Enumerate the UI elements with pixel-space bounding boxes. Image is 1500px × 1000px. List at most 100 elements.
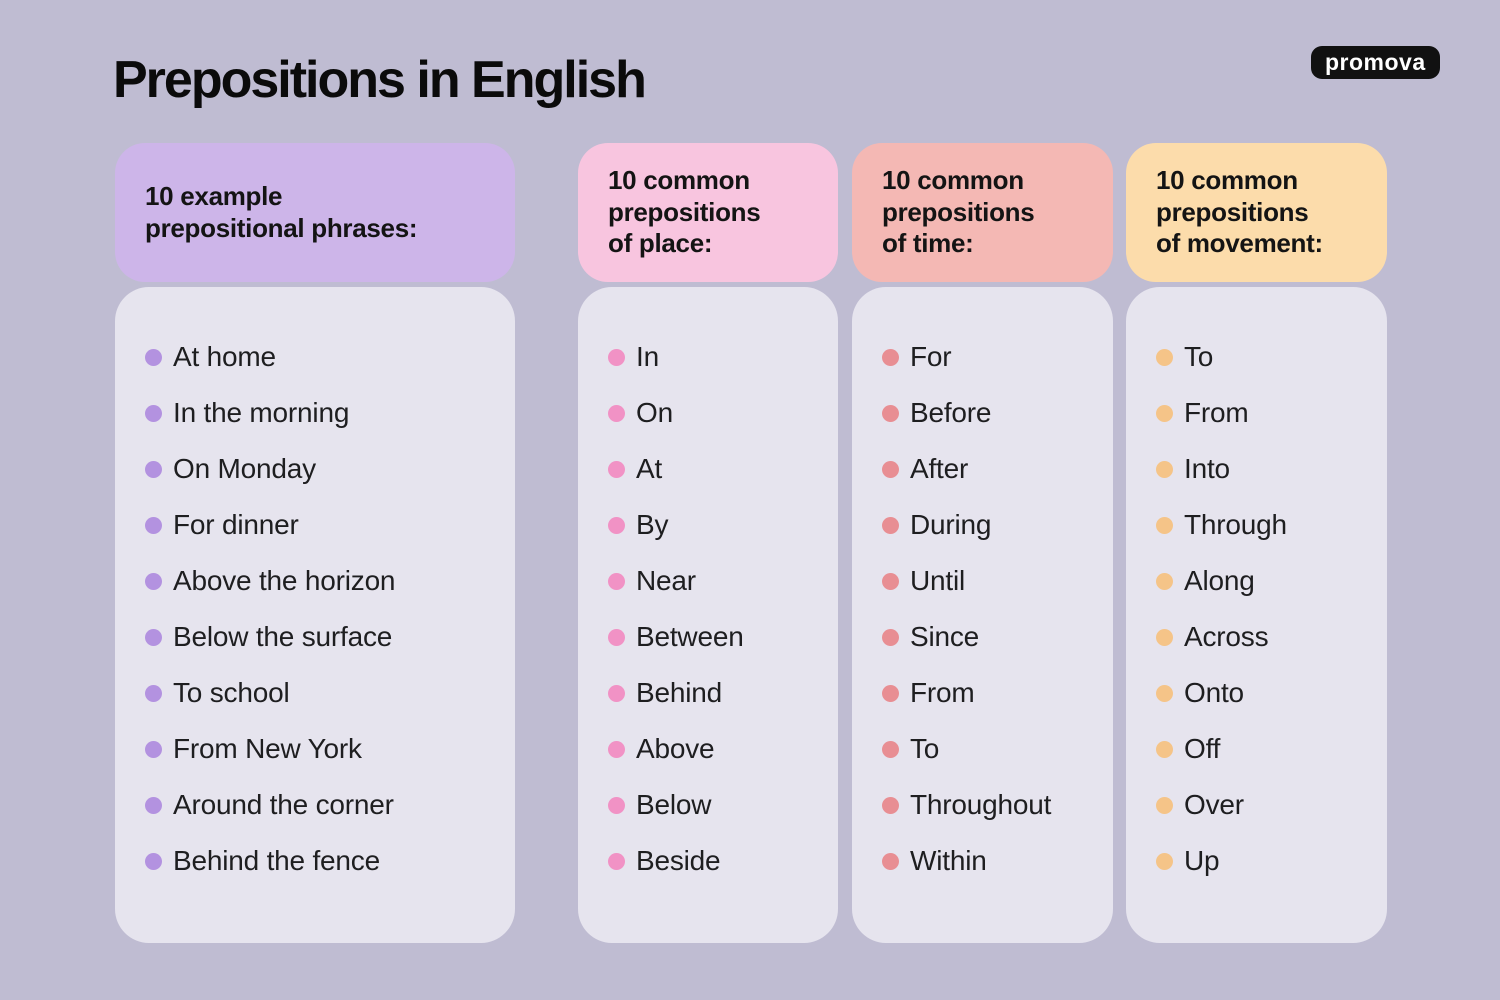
bullet-icon [1156, 572, 1173, 590]
preposition-list: In On At By Near Between Behind Above Below Besid… [608, 329, 828, 889]
column-list-movement: To From Into Through Along Across Onto Off Over U… [1126, 287, 1387, 943]
list-item: From [882, 665, 1103, 721]
list-item: Around the corner [145, 777, 505, 833]
list-item-label: Within [910, 845, 987, 876]
list-item-label: Into [1184, 453, 1230, 484]
list-item-label: At home [173, 341, 276, 372]
list-item-label: Since [910, 621, 980, 652]
column-place: 10 common prepositions of place: In On At By… [578, 143, 838, 943]
bullet-icon [608, 348, 625, 366]
list-item-label: Across [1184, 621, 1269, 652]
list-item-label: During [910, 509, 992, 540]
page-title: Prepositions in English [113, 51, 647, 109]
list-item: Until [882, 553, 1103, 609]
list-item: Throughout [882, 777, 1103, 833]
list-item: To [1156, 329, 1377, 385]
list-item: Behind the fence [145, 833, 505, 889]
list-item: After [882, 441, 1103, 497]
list-item: Along [1156, 553, 1377, 609]
bullet-icon [145, 684, 162, 702]
bullet-icon [882, 740, 899, 758]
list-item: At [608, 441, 828, 497]
list-item-label: Above [636, 733, 715, 764]
list-item: Above the horizon [145, 553, 505, 609]
list-item: Into [1156, 441, 1377, 497]
list-item-label: Around the corner [173, 789, 394, 820]
bullet-icon [1156, 852, 1173, 870]
list-item: By [608, 497, 828, 553]
list-item: In [608, 329, 828, 385]
bullet-icon [608, 460, 625, 478]
list-item: To school [145, 665, 505, 721]
list-item-label: In [636, 341, 659, 372]
bullet-icon [608, 404, 625, 422]
list-item: For dinner [145, 497, 505, 553]
list-item-label: Up [1184, 845, 1220, 876]
list-item-label: Above the horizon [173, 565, 396, 596]
list-item: Near [608, 553, 828, 609]
list-item-label: In the morning [173, 397, 350, 428]
bullet-icon [1156, 740, 1173, 758]
preposition-list: To From Into Through Along Across Onto Off Over U… [1156, 329, 1377, 889]
bullet-icon [882, 684, 899, 702]
bullet-icon [1156, 684, 1173, 702]
bullet-icon [145, 572, 162, 590]
list-item-label: Below the surface [173, 621, 393, 652]
list-item: Below the surface [145, 609, 505, 665]
column-header-movement: 10 common prepositions of movement: [1126, 143, 1387, 282]
column-list-place: In On At By Near Between Behind Above Below Besid… [578, 287, 838, 943]
bullet-icon [882, 572, 899, 590]
list-item-label: Near [636, 565, 696, 596]
column-movement: 10 common prepositions of movement: To Fro… [1126, 143, 1387, 943]
column-header-label: 10 common prepositions of place: [608, 164, 761, 259]
bullet-icon [882, 404, 899, 422]
column-header-place: 10 common prepositions of place: [578, 143, 838, 282]
column-header-time: 10 common prepositions of time: [852, 143, 1113, 282]
list-item-label: From [910, 677, 975, 708]
bullet-icon [1156, 628, 1173, 646]
column-header-label: 10 common prepositions of movement: [1156, 164, 1323, 259]
list-item-label: By [636, 509, 669, 540]
bullet-icon [145, 348, 162, 366]
bullet-icon [882, 796, 899, 814]
bullet-icon [1156, 516, 1173, 534]
list-item-label: To [910, 733, 940, 764]
bullet-icon [608, 516, 625, 534]
list-item-label: From [1184, 397, 1249, 428]
list-item-label: Off [1184, 733, 1221, 764]
list-item: Before [882, 385, 1103, 441]
list-item-label: Onto [1184, 677, 1244, 708]
list-item-label: To school [173, 677, 290, 708]
bullet-icon [608, 572, 625, 590]
list-item: Through [1156, 497, 1377, 553]
list-item-label: Before [910, 397, 992, 428]
bullet-icon [882, 460, 899, 478]
list-item-label: Behind [636, 677, 722, 708]
list-item-label: Through [1184, 509, 1287, 540]
list-item-label: After [910, 453, 969, 484]
bullet-icon [882, 852, 899, 870]
list-item: Over [1156, 777, 1377, 833]
column-list-time: For Before After During Until Since From To Thro… [852, 287, 1113, 943]
bullet-icon [145, 404, 162, 422]
column-time: 10 common prepositions of time: For Before… [852, 143, 1113, 943]
bullet-icon [145, 796, 162, 814]
list-item: For [882, 329, 1103, 385]
list-item: Off [1156, 721, 1377, 777]
list-item: Beside [608, 833, 828, 889]
list-item: Below [608, 777, 828, 833]
bullet-icon [608, 796, 625, 814]
list-item: Between [608, 609, 828, 665]
list-item: Since [882, 609, 1103, 665]
bullet-icon [145, 460, 162, 478]
bullet-icon [882, 628, 899, 646]
column-header-prepositional-phrases: 10 example prepositional phrases: [115, 143, 515, 282]
column-list-prepositional-phrases: At home In the morning On Monday For dinner… [115, 287, 515, 943]
list-item: At home [145, 329, 505, 385]
bullet-icon [608, 628, 625, 646]
list-item-label: Until [910, 565, 966, 596]
list-item-label: Beside [636, 845, 721, 876]
bullet-icon [608, 852, 625, 870]
list-item-label: Along [1184, 565, 1255, 596]
